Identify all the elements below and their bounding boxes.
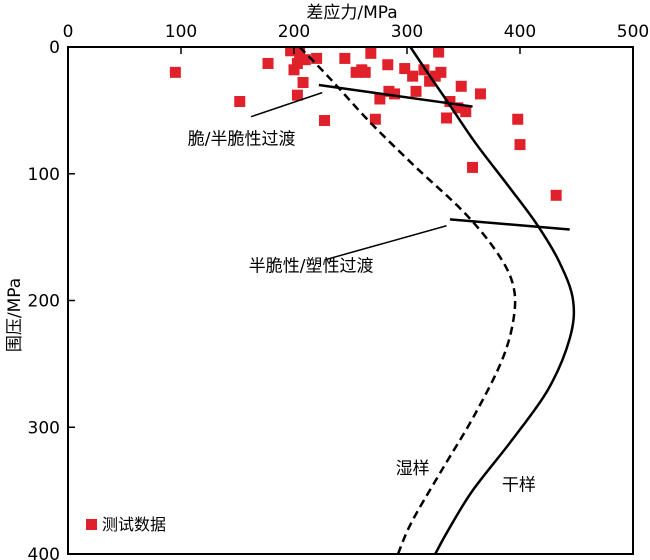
data-point [455,80,467,92]
data-point [311,52,323,64]
data-point [418,64,430,76]
data-point [460,106,472,118]
series-line-3 [318,83,473,108]
x-tick-label: 200 [278,22,310,42]
y-tick-label: 300 [28,418,60,438]
annotation-label: 干样 [502,476,536,496]
data-point [424,75,436,87]
x-tick-label: 300 [391,22,423,42]
data-point [359,66,371,78]
data-point [234,96,246,108]
annotation-label: 半脆性/塑性过渡 [249,256,374,276]
data-point [382,59,394,71]
series-line-1 [409,47,576,554]
data-point [452,102,464,114]
series-line-4 [449,218,570,231]
data-point [169,66,181,78]
annotation-leader-line [250,91,323,118]
legend-label: 测试数据 [102,515,166,534]
x-axis-title: 差应力/MPa [306,3,397,23]
data-point [399,63,411,75]
data-point [407,70,419,82]
data-point [429,70,441,82]
data-point [350,66,362,78]
data-point [262,57,274,69]
data-point [339,52,351,64]
data-point [383,85,395,97]
legend-marker [86,519,97,530]
data-point [550,189,562,201]
data-point [374,93,386,105]
annotation-leader-line [324,224,447,261]
plot-frame [67,46,634,555]
data-point [444,96,456,108]
data-point [467,161,479,173]
data-point [474,88,486,100]
x-tick-label: 500 [617,22,649,42]
annotation-label: 湿样 [396,459,430,479]
y-tick-label: 200 [28,292,60,312]
data-point [369,113,381,125]
data-point [433,47,445,58]
data-point [285,47,297,57]
x-tick-label: 100 [165,22,197,42]
x-tick-label: 400 [504,22,536,42]
x-tick-label: 0 [63,22,74,42]
data-point [435,66,447,78]
y-axis-title: 围压/MPa [5,278,25,352]
data-point [365,47,377,59]
y-tick-label: 100 [28,165,60,185]
data-point [514,139,526,151]
y-tick-label: 400 [28,545,60,560]
data-point [319,115,331,127]
data-point [512,113,524,125]
y-tick-label: 0 [49,38,60,58]
data-point [410,85,422,97]
data-point [389,88,401,100]
data-point [288,64,300,76]
data-point [294,47,306,59]
data-point [299,54,311,66]
data-point [441,112,453,124]
legend: 测试数据 [86,515,166,534]
annotation-label: 脆/半脆性过渡 [188,130,296,150]
data-point [291,89,303,101]
plot-area [169,47,576,554]
series-line-2 [298,47,517,554]
data-point [297,76,309,88]
data-point [291,57,303,69]
